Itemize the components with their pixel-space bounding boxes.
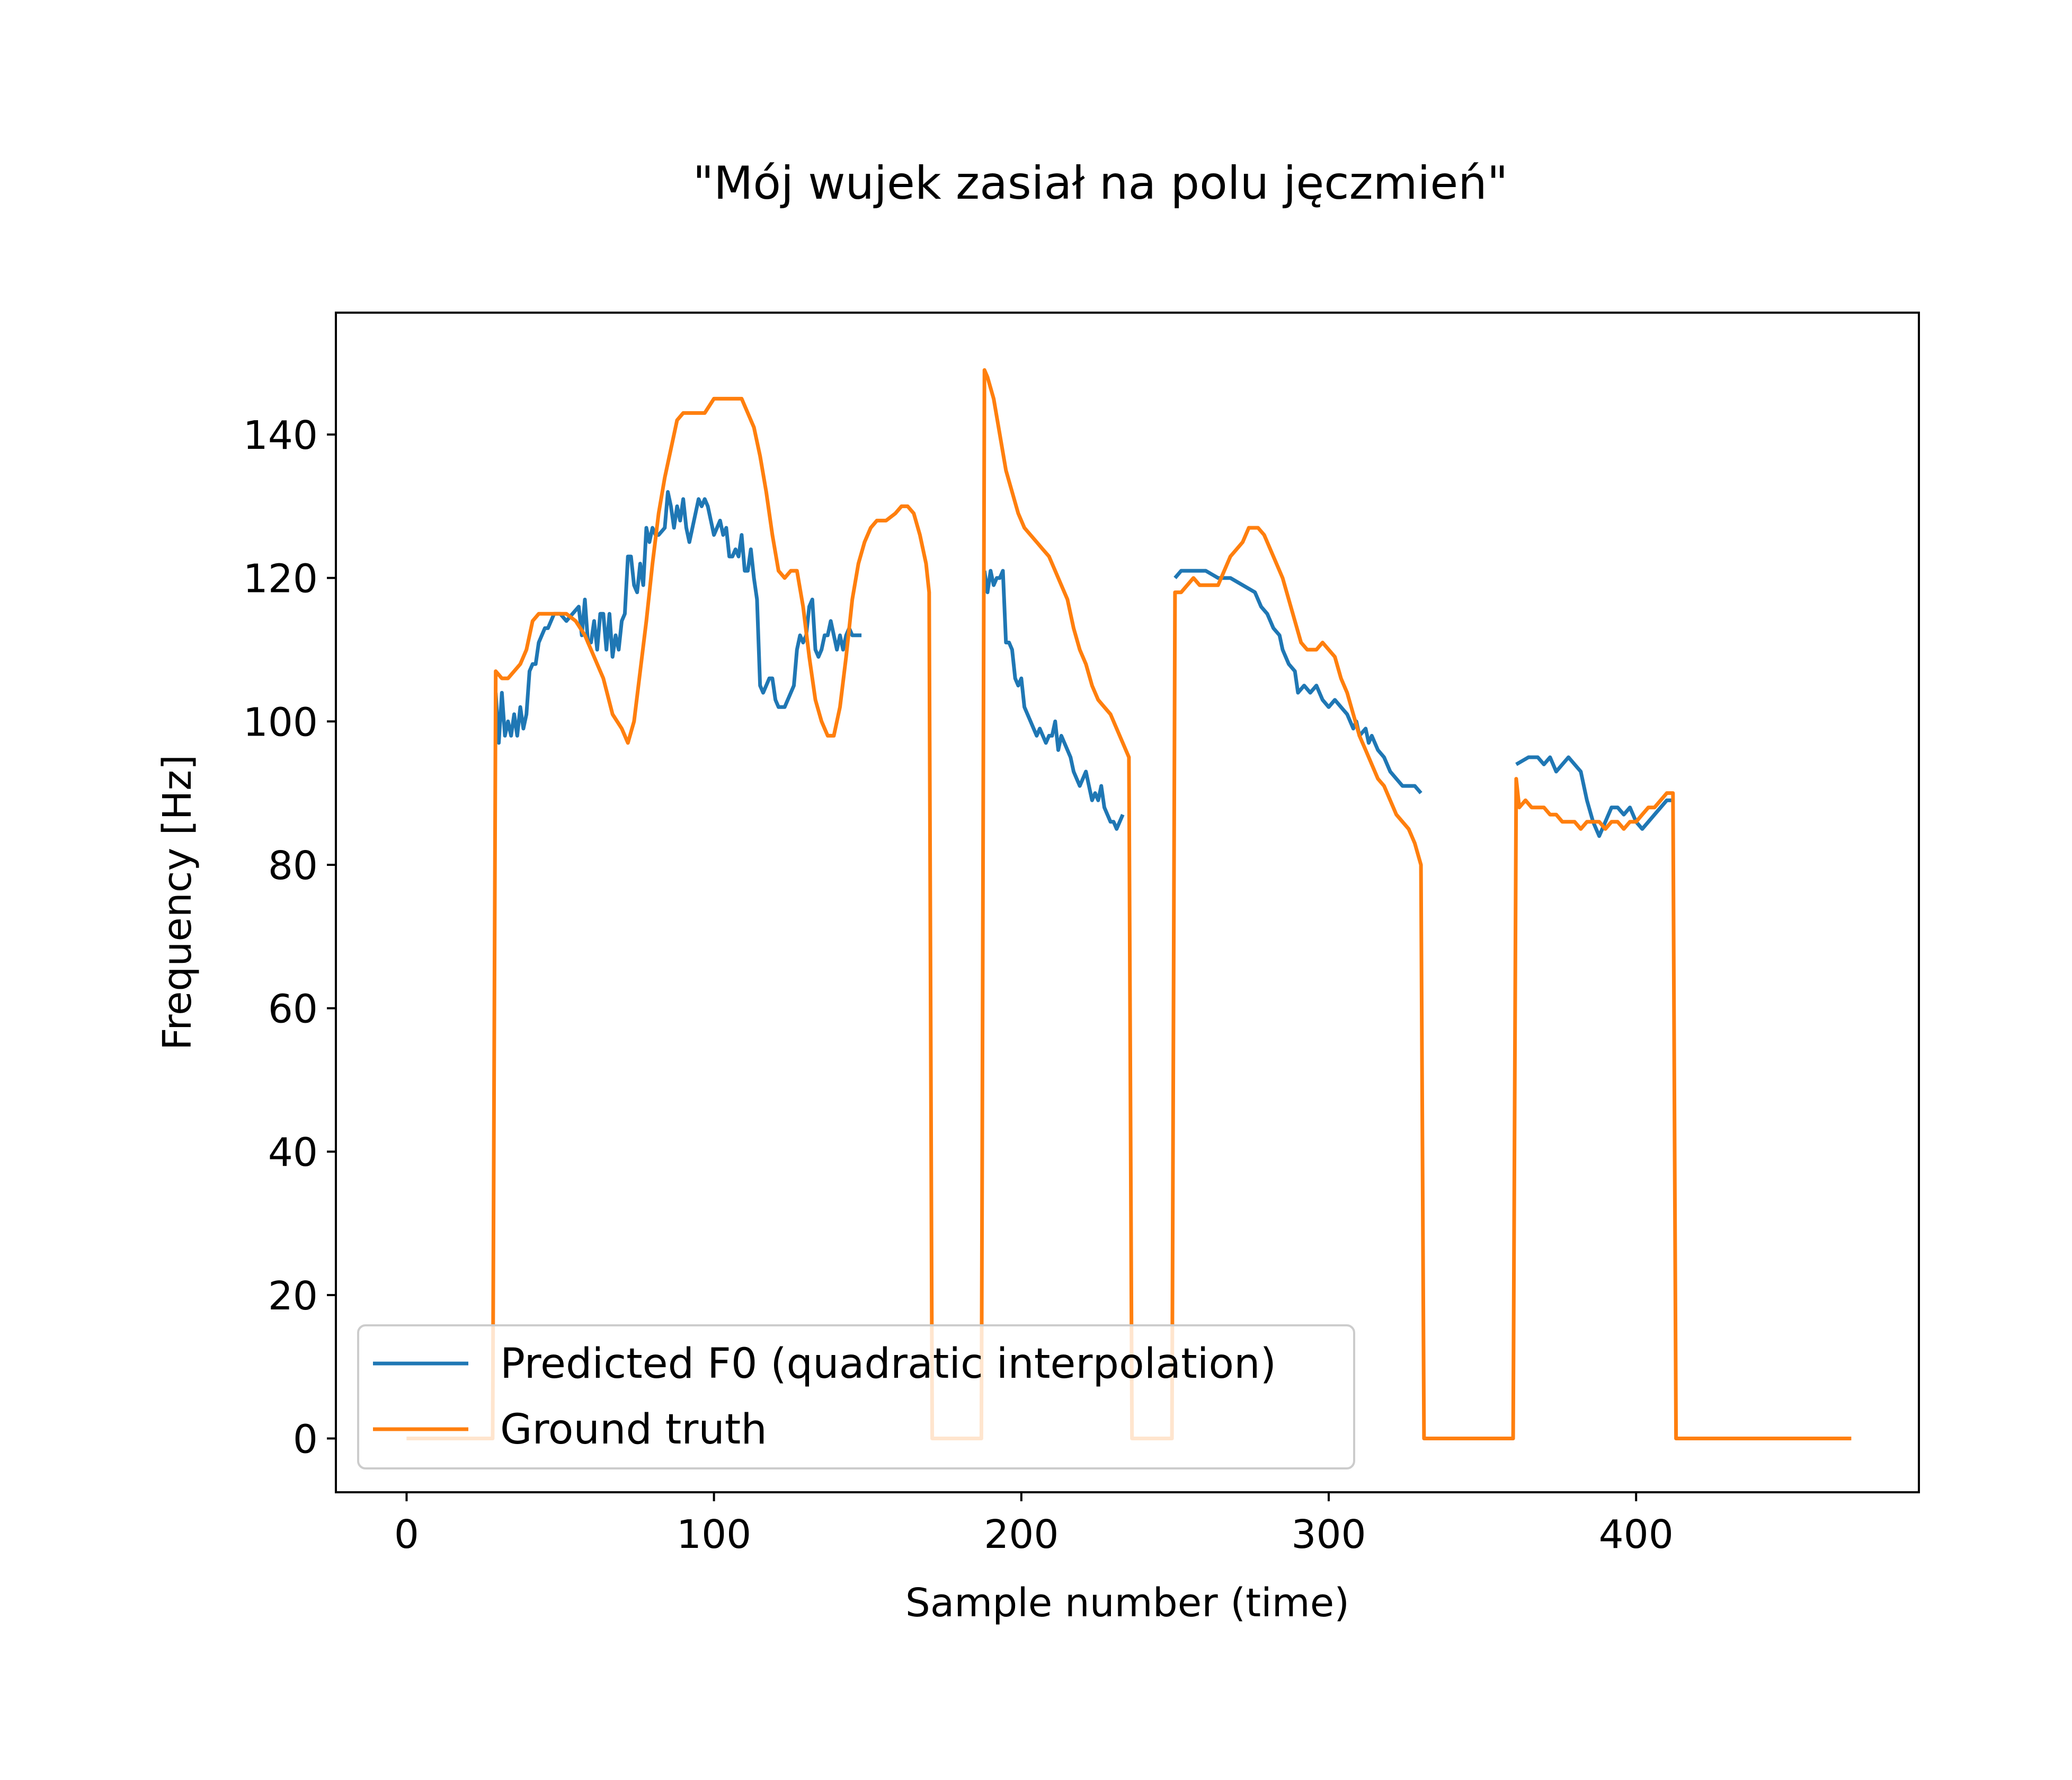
legend: Predicted F0 (quadratic interpolation) G…: [357, 1324, 1355, 1469]
y-tick-label: 40: [268, 1130, 318, 1175]
y-tick-label: 120: [243, 556, 318, 602]
x-tick-label: 200: [984, 1512, 1059, 1557]
y-tick-label: 60: [268, 987, 318, 1032]
x-axis: 0 100 200 300 400: [394, 1492, 1674, 1557]
series-line-0-segment-3: [1173, 569, 1422, 794]
series-line-1-segment-0: [406, 368, 1852, 1440]
x-axis-label: Sample number (time): [905, 1580, 1349, 1626]
legend-label-ground-truth: Ground truth: [500, 1406, 767, 1454]
y-tick-label: 80: [268, 843, 318, 889]
x-tick-label: 100: [677, 1512, 751, 1557]
y-axis: 0 20 40 60 80 100 120 140: [243, 413, 336, 1463]
x-tick-label: 400: [1599, 1512, 1674, 1557]
y-axis-label: Frequency [Hz]: [155, 755, 200, 1050]
y-tick-label: 100: [243, 699, 318, 745]
legend-label-predicted: Predicted F0 (quadratic interpolation): [500, 1340, 1276, 1388]
x-tick-label: 0: [394, 1512, 419, 1557]
y-tick-label: 140: [243, 413, 318, 458]
series-line-0-segment-4: [1515, 755, 1673, 838]
y-tick-label: 0: [293, 1417, 318, 1463]
series-layer: [406, 368, 1852, 1440]
legend-box: [357, 1324, 1355, 1469]
series-line-0-segment-2: [982, 569, 1125, 831]
plot-area-frame: [335, 312, 1920, 1493]
chart-title: "Mój wujek zasiał na polu jęczmień": [693, 157, 1508, 210]
y-tick-label: 20: [268, 1273, 318, 1319]
x-tick-label: 300: [1291, 1512, 1366, 1557]
